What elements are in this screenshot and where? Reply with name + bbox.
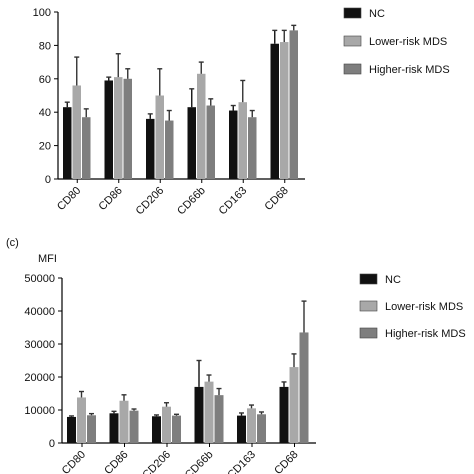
bar bbox=[194, 386, 204, 443]
legend-swatch bbox=[343, 7, 362, 19]
bar bbox=[155, 95, 164, 179]
chart-2: 0 10000 20000 30000 40000 50000 CD80 CD86 CD206 C… bbox=[24, 273, 465, 474]
bar bbox=[152, 416, 161, 443]
y-tick-label: 80 bbox=[39, 40, 51, 52]
x-tick-label: CD206 bbox=[134, 185, 167, 218]
legend-label: Lower-risk MDS bbox=[385, 301, 463, 313]
y-tick-label: 30000 bbox=[24, 339, 55, 351]
bar bbox=[187, 107, 196, 179]
panel-c-y-axis-label: MFI bbox=[38, 253, 57, 265]
legend-swatch bbox=[359, 300, 378, 312]
x-tick-label: CD68 bbox=[272, 449, 300, 474]
bar bbox=[114, 77, 123, 179]
x-tick-label: CD66b bbox=[183, 449, 216, 474]
panel-c-label: (c) bbox=[6, 237, 19, 249]
legend-label: NC bbox=[385, 274, 401, 286]
bar bbox=[165, 120, 174, 179]
bar bbox=[257, 414, 266, 443]
y-tick-label: 40000 bbox=[24, 306, 55, 318]
bar bbox=[247, 408, 256, 443]
bar bbox=[72, 85, 81, 179]
y-tick-label: 0 bbox=[49, 438, 55, 450]
bar bbox=[123, 78, 132, 179]
y-tick-label: 10000 bbox=[24, 405, 55, 417]
bar bbox=[289, 30, 298, 180]
x-tick-label: CD163 bbox=[217, 185, 250, 218]
y-tick-label: 100 bbox=[33, 7, 51, 19]
chart-1: 0 20 40 60 80 100 CD80 CD86 CD206 CD66b CD163 CD68 N… bbox=[33, 7, 450, 217]
bar bbox=[63, 107, 72, 179]
legend-swatch bbox=[359, 273, 378, 285]
bar bbox=[270, 43, 279, 180]
bar bbox=[197, 73, 206, 179]
x-tick-label: CD163 bbox=[225, 449, 258, 474]
y-tick-label: 40 bbox=[39, 107, 51, 119]
x-tick-label: CD206 bbox=[140, 449, 173, 474]
bar bbox=[206, 105, 215, 179]
x-tick-label: CD86 bbox=[102, 449, 130, 474]
legend-label: Higher-risk MDS bbox=[385, 328, 466, 340]
y-tick-label: 20000 bbox=[24, 372, 55, 384]
x-tick-label: CD86 bbox=[96, 185, 124, 213]
bar bbox=[172, 415, 181, 443]
bar bbox=[299, 332, 309, 443]
bar bbox=[82, 117, 91, 179]
bar bbox=[109, 413, 119, 443]
bar bbox=[280, 42, 289, 180]
bar bbox=[237, 415, 246, 443]
legend-label: NC bbox=[369, 8, 385, 20]
legend-swatch bbox=[359, 327, 378, 339]
bar bbox=[248, 117, 257, 179]
legend-label: Lower-risk MDS bbox=[369, 36, 447, 48]
x-tick-label: CD68 bbox=[262, 185, 290, 213]
y-tick-label: 60 bbox=[39, 74, 51, 86]
x-tick-label: CD66b bbox=[175, 185, 208, 218]
legend-swatch bbox=[343, 63, 362, 75]
bar bbox=[129, 410, 139, 443]
bar bbox=[279, 386, 289, 443]
x-tick-label: CD80 bbox=[55, 185, 83, 213]
bar bbox=[119, 400, 129, 443]
bar bbox=[146, 118, 155, 179]
bar bbox=[204, 381, 214, 443]
bar bbox=[289, 367, 299, 443]
y-tick-label: 50000 bbox=[24, 273, 55, 285]
bar bbox=[238, 102, 247, 179]
bar bbox=[87, 415, 96, 443]
bar bbox=[162, 406, 171, 443]
y-tick-label: 0 bbox=[45, 174, 51, 186]
y-tick-label: 20 bbox=[39, 141, 51, 153]
legend-label: Higher-risk MDS bbox=[369, 64, 450, 76]
bar bbox=[77, 397, 86, 443]
legend-swatch bbox=[343, 35, 362, 47]
bar bbox=[229, 110, 238, 179]
bar bbox=[214, 395, 224, 443]
x-tick-label: CD80 bbox=[60, 449, 88, 474]
bar bbox=[67, 416, 76, 443]
bar bbox=[104, 80, 113, 179]
